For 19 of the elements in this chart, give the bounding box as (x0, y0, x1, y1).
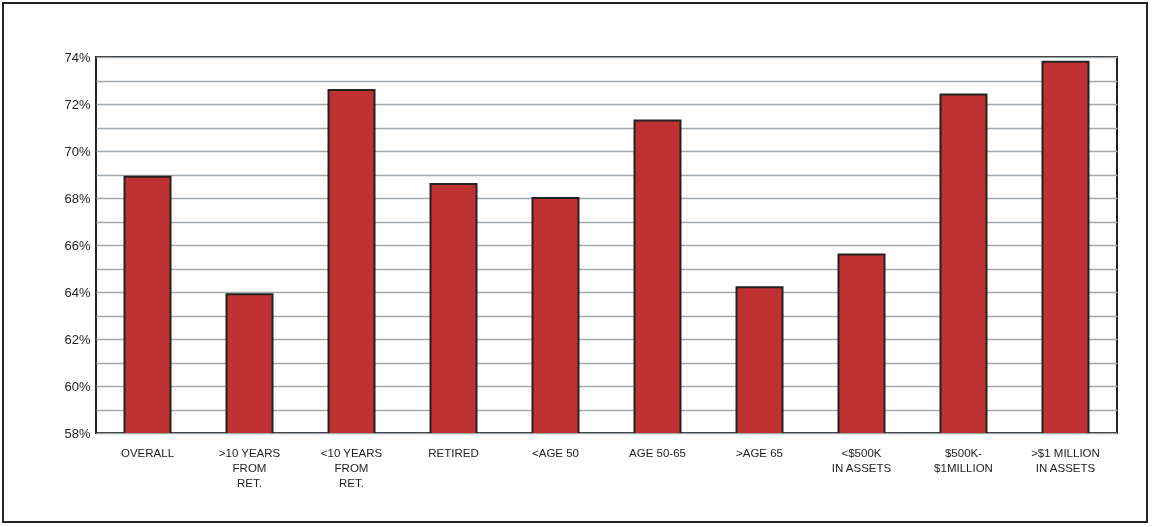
y-tick-label: 64% (64, 284, 91, 300)
y-tick-label: 60% (64, 378, 91, 394)
x-tick-label: >$1 MILLION IN ASSETS (1031, 446, 1100, 474)
x-tick-label: >AGE 65 (736, 446, 783, 459)
y-tick-label: 72% (64, 96, 91, 112)
x-tick-label: <$500K IN ASSETS (831, 446, 892, 474)
y-tick-label: 70% (64, 143, 91, 159)
x-tick-label: RETIRED (428, 446, 479, 459)
x-tick-label: <AGE 50 (532, 446, 579, 459)
x-tick-label: AGE 50-65 (629, 446, 686, 459)
x-tick-label: $500K- $1MILLION (934, 446, 993, 474)
y-tick-label: 62% (64, 331, 91, 347)
y-tick-label: 68% (64, 190, 91, 206)
y-tick-label: 74% (64, 49, 91, 65)
y-tick-label: 58% (64, 425, 91, 441)
x-tick-label: >10 YEARS FROM RET. (218, 446, 281, 489)
x-tick-label: <10 YEARS FROM RET. (320, 446, 383, 489)
x-tick-label: OVERALL (120, 446, 175, 459)
y-tick-label: 66% (64, 237, 91, 253)
